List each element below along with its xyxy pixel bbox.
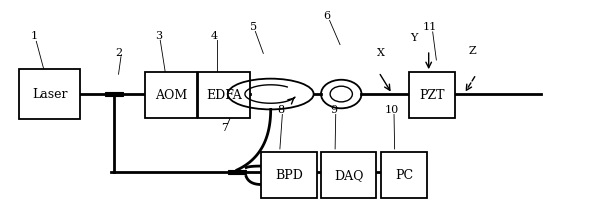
Text: 3: 3 [156, 31, 162, 41]
Text: AOM: AOM [155, 89, 187, 102]
Text: 2: 2 [115, 48, 122, 58]
Text: DAQ: DAQ [334, 169, 363, 182]
Bar [105, 92, 124, 96]
Text: 7: 7 [221, 123, 228, 133]
Bar [381, 152, 427, 198]
Bar [261, 152, 317, 198]
Bar [198, 72, 250, 118]
Text: 6: 6 [323, 11, 331, 21]
Text: BPD: BPD [275, 169, 303, 182]
Text: Laser: Laser [32, 88, 68, 101]
Text: Y: Y [410, 33, 418, 43]
Text: X: X [376, 48, 384, 58]
Text: 11: 11 [423, 22, 437, 32]
Text: Z: Z [468, 46, 476, 56]
Text: EDFA: EDFA [207, 89, 242, 102]
Text: PZT: PZT [419, 89, 445, 102]
Bar [228, 170, 246, 174]
Text: 10: 10 [385, 105, 399, 116]
Bar [145, 72, 197, 118]
Text: 4: 4 [211, 31, 218, 41]
Bar [409, 72, 454, 118]
Bar [19, 69, 81, 119]
Text: 8: 8 [277, 105, 284, 116]
Text: 9: 9 [330, 105, 338, 116]
Text: 5: 5 [250, 22, 257, 32]
Text: 1: 1 [31, 31, 38, 41]
Bar [321, 152, 376, 198]
Text: PC: PC [395, 169, 413, 182]
